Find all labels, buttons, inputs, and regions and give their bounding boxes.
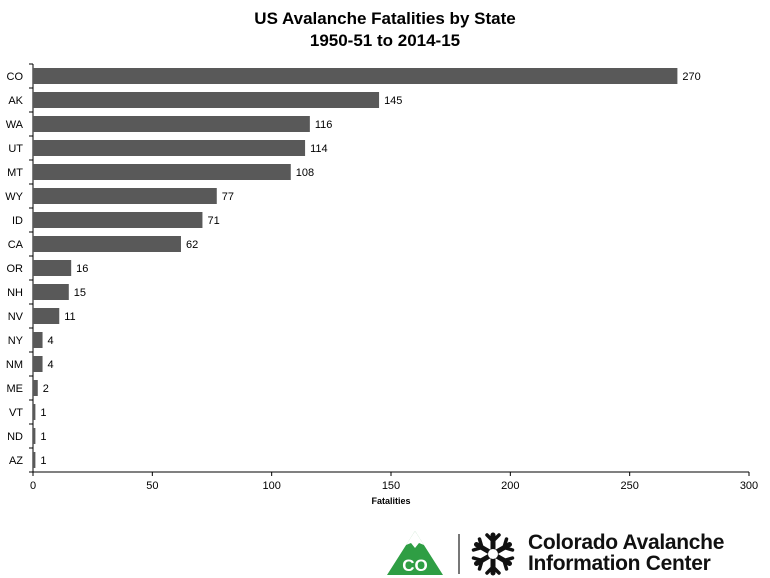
category-label-id: ID (12, 215, 23, 227)
value-label-id: 71 (207, 215, 219, 227)
x-axis-title: Fatalities (371, 496, 410, 506)
value-label-ny: 4 (48, 335, 54, 347)
category-label-ut: UT (8, 143, 23, 155)
logo-divider (458, 534, 460, 574)
bar-ak (33, 92, 380, 108)
x-tick-label: 250 (620, 480, 638, 492)
bar-or (33, 260, 72, 276)
caic-mountain-logo-icon: CO (387, 531, 443, 575)
value-label-or: 16 (76, 263, 88, 275)
category-label-mt: MT (7, 167, 23, 179)
value-label-ca: 62 (186, 239, 198, 251)
bar-me (33, 380, 38, 396)
x-tick-label: 50 (146, 480, 158, 492)
category-label-wa: WA (6, 119, 24, 131)
bar-nv (33, 308, 60, 324)
category-label-ny: NY (8, 335, 24, 347)
value-label-nv: 11 (64, 311, 75, 323)
logo-text-line1: Colorado Avalanche (528, 531, 725, 554)
category-label-co: CO (7, 71, 24, 83)
bar-nd (33, 428, 36, 444)
chart-subtitle: 1950-51 to 2014-15 (309, 31, 461, 50)
logo-text-line2: Information Center (528, 552, 711, 575)
category-label-nh: NH (7, 287, 23, 299)
category-label-ca: CA (8, 239, 24, 251)
category-label-ak: AK (8, 95, 23, 107)
x-tick-label: 100 (262, 480, 280, 492)
x-tick-label: 300 (740, 480, 758, 492)
category-label-me: ME (7, 383, 24, 395)
category-label-nv: NV (8, 311, 24, 323)
x-tick-label: 150 (382, 480, 400, 492)
category-label-or: OR (7, 263, 24, 275)
x-tick-label: 200 (501, 480, 519, 492)
value-label-wy: 77 (222, 191, 234, 203)
bar-mt (33, 164, 291, 180)
category-label-nd: ND (7, 431, 23, 443)
bar-id (33, 212, 203, 228)
snowflake-icon (471, 532, 515, 576)
bar-ut (33, 140, 306, 156)
bar-az (33, 452, 36, 468)
value-label-nh: 15 (74, 287, 86, 299)
value-label-wa: 116 (315, 119, 333, 131)
bar-ca (33, 236, 181, 252)
value-label-vt: 1 (40, 407, 46, 419)
value-label-co: 270 (682, 71, 700, 83)
value-label-nd: 1 (40, 431, 46, 443)
bar-vt (33, 404, 36, 420)
logo-badge-text: CO (402, 556, 428, 575)
chart-title: US Avalanche Fatalities by State (254, 9, 516, 28)
value-label-mt: 108 (296, 167, 314, 179)
category-label-nm: NM (6, 359, 23, 371)
bar-wa (33, 116, 310, 132)
value-label-az: 1 (40, 455, 46, 467)
category-label-vt: VT (9, 407, 23, 419)
bar-ny (33, 332, 43, 348)
category-label-wy: WY (5, 191, 23, 203)
bar-co (33, 68, 678, 84)
value-label-ut: 114 (310, 143, 328, 155)
value-label-ak: 145 (384, 95, 402, 107)
value-label-nm: 4 (48, 359, 54, 371)
x-tick-label: 0 (30, 480, 36, 492)
value-label-me: 2 (43, 383, 49, 395)
category-label-az: AZ (9, 455, 23, 467)
bar-wy (33, 188, 217, 204)
bar-nm (33, 356, 43, 372)
bar-nh (33, 284, 69, 300)
